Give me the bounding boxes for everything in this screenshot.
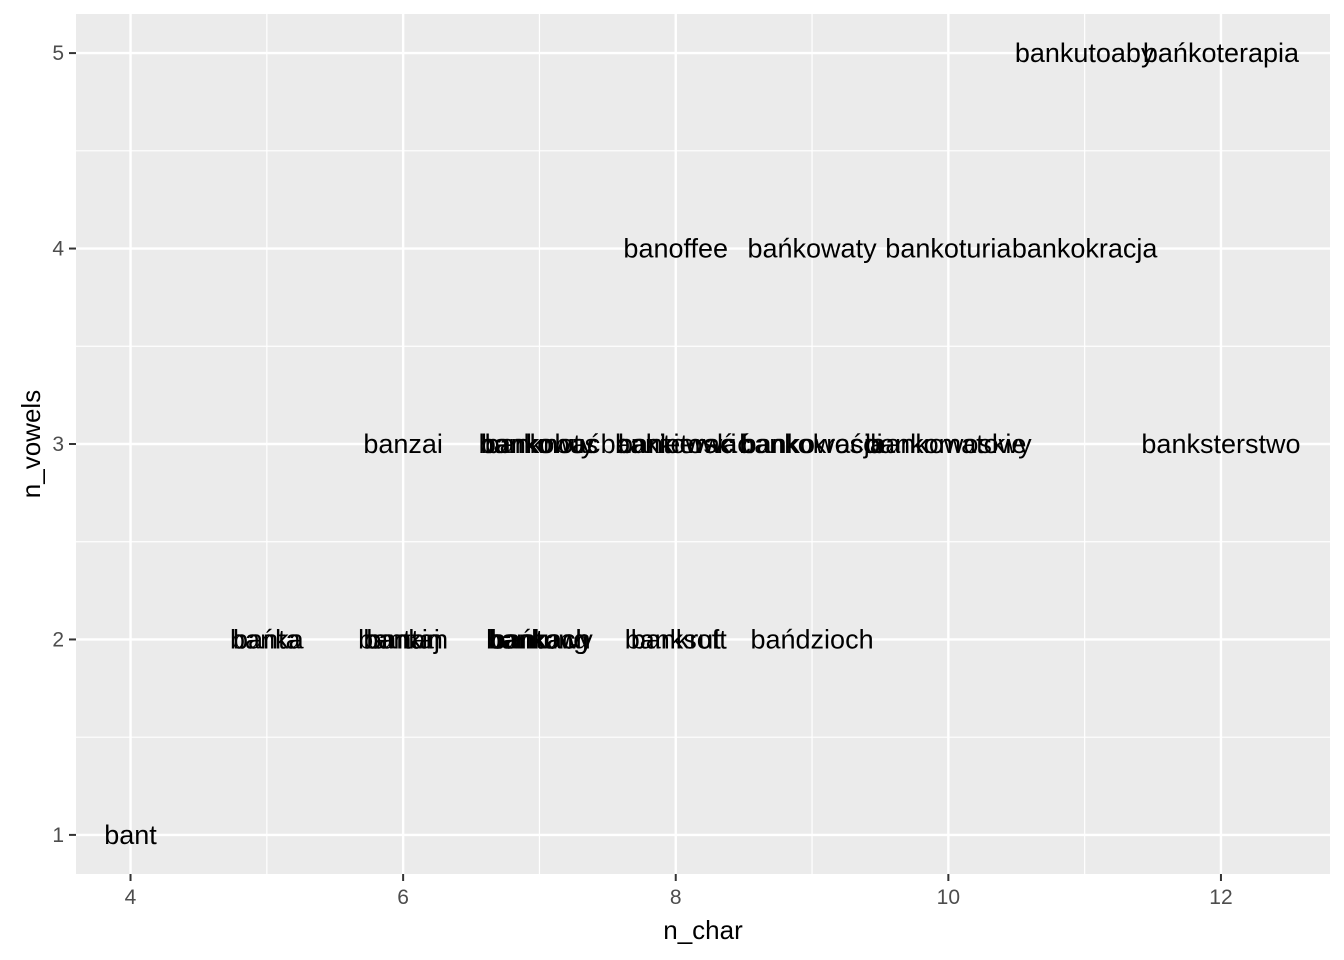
data-point-label: banta <box>233 624 302 654</box>
data-point-label: banknoty <box>485 429 595 459</box>
x-tick-label: 8 <box>670 886 682 909</box>
data-point-label: bańkowaty <box>747 234 877 264</box>
data-point-label: bankowości <box>742 429 883 459</box>
y-tick-label: 4 <box>52 238 64 261</box>
data-point-label: bankobus <box>481 429 598 459</box>
data-point-label: bańkoterapia <box>1143 38 1300 68</box>
x-tick-label: 4 <box>125 886 137 909</box>
data-point-label: bant <box>104 820 157 850</box>
data-point-label: bańdzioch <box>750 624 873 654</box>
x-axis-ticks: 4 6 8 10 12 <box>125 874 1233 909</box>
y-axis-title: n_vowels <box>16 390 46 498</box>
data-point-label: bankoturia <box>885 234 1012 264</box>
data-point-label: bankomatowy <box>865 429 1032 459</box>
data-point-label: bankowy <box>486 624 593 654</box>
data-point-label: bankować <box>479 429 601 459</box>
y-tick-label: 3 <box>52 433 64 456</box>
x-tick-label: 10 <box>937 886 960 909</box>
data-point-label: bańka <box>230 624 305 654</box>
data-point-label: bankierski <box>615 429 737 459</box>
data-point-label: bantaj <box>366 624 440 654</box>
y-tick-label: 5 <box>52 42 64 65</box>
x-tick-label: 6 <box>397 886 409 909</box>
x-tick-label: 12 <box>1209 886 1232 909</box>
data-point-label: bankach <box>488 624 590 654</box>
y-axis-ticks: 1 2 3 4 5 <box>52 42 76 847</box>
data-point-label: banoffee <box>623 234 728 264</box>
data-point-label: bankin <box>363 624 443 654</box>
y-tick-label: 1 <box>52 824 64 847</box>
data-point-label: bantung <box>491 624 589 654</box>
major-gridlines <box>76 14 1330 874</box>
data-point-label: bankokracja <box>739 429 886 459</box>
data-point-label: banksoft <box>625 624 728 654</box>
y-tick-label: 2 <box>52 628 64 651</box>
data-point-label: banzai <box>363 429 443 459</box>
data-point-label: bankokracja <box>1012 234 1159 264</box>
data-point-label: bankowoskie <box>870 429 1026 459</box>
data-point-label: bańkach <box>488 624 590 654</box>
data-point-label: bankietować <box>601 429 751 459</box>
data-point-label: bantować <box>618 429 734 459</box>
data-point-label: bankrut <box>631 624 722 654</box>
data-point-label: banksterstwo <box>1141 429 1300 459</box>
data-point-label: bankutoaby <box>1015 38 1155 68</box>
data-point-label: bantam <box>358 624 448 654</box>
x-axis-title: n_char <box>663 915 743 945</box>
